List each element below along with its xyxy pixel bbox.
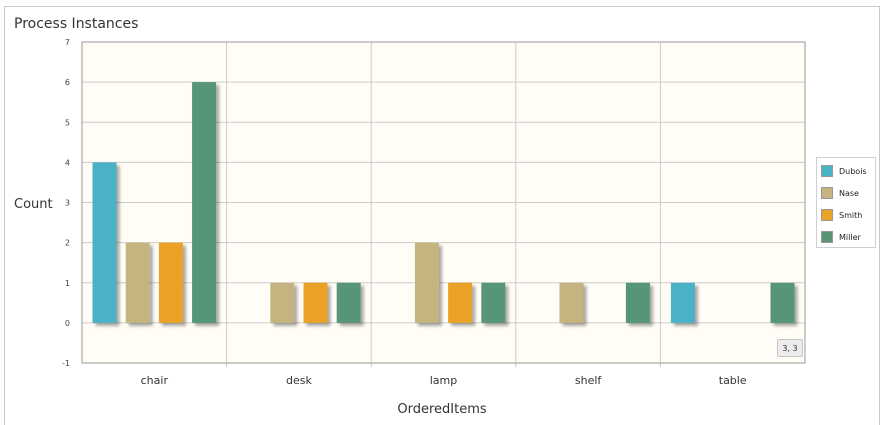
legend-label: Smith (839, 210, 863, 220)
panel-title: Process Instances (14, 16, 139, 32)
bar-nase-desk[interactable] (270, 282, 295, 323)
x-tick-label: chair (141, 374, 169, 387)
chart-panel (4, 6, 880, 425)
y-tick-labels: -1 0 1 2 3 4 5 6 7 (62, 38, 70, 368)
legend-item-nase[interactable]: Nase (821, 186, 859, 200)
y-tick-label: 7 (65, 38, 70, 47)
legend-swatch (821, 165, 833, 177)
bar-smith-lamp[interactable] (448, 282, 473, 323)
legend-label: Nase (839, 188, 859, 198)
y-tick-label: 1 (65, 279, 70, 288)
legend-swatch (821, 209, 833, 221)
y-axis-label: Count (14, 197, 53, 212)
bar-dubois-chair[interactable] (92, 162, 117, 323)
y-tick-label: 4 (65, 158, 70, 167)
y-tick-label: 2 (65, 239, 70, 248)
chart-legend: Dubois Nase Smith Miller (816, 157, 876, 248)
bar-miller-chair[interactable] (192, 82, 217, 323)
bar-miller-desk[interactable] (336, 282, 361, 323)
bar-nase-shelf[interactable] (559, 282, 584, 323)
y-tick-label: 3 (65, 199, 70, 208)
legend-item-miller[interactable]: Miller (821, 230, 861, 244)
y-tick-label: 5 (65, 118, 70, 127)
bars-group (92, 82, 795, 323)
point-tooltip: 3, 3 (777, 339, 803, 357)
x-tick-label: lamp (430, 374, 458, 387)
bar-dubois-table[interactable] (670, 282, 695, 323)
legend-label: Dubois (839, 166, 867, 176)
bar-smith-chair[interactable] (158, 242, 183, 323)
x-tick-labels: chair desk lamp shelf table (141, 374, 747, 387)
x-tick-label: table (719, 374, 747, 387)
y-tick-label: 6 (65, 78, 70, 87)
bar-miller-lamp[interactable] (481, 282, 506, 323)
legend-item-dubois[interactable]: Dubois (821, 164, 867, 178)
x-tick-label: shelf (575, 374, 603, 387)
bar-smith-desk[interactable] (303, 282, 328, 323)
x-tick-label: desk (286, 374, 312, 387)
legend-item-smith[interactable]: Smith (821, 208, 862, 222)
y-tick-label: -1 (62, 359, 70, 368)
legend-swatch (821, 187, 833, 199)
bar-nase-lamp[interactable] (414, 242, 439, 323)
bar-nase-chair[interactable] (125, 242, 150, 323)
legend-swatch (821, 231, 833, 243)
legend-label: Miller (839, 232, 861, 242)
bar-miller-shelf[interactable] (625, 282, 650, 323)
plot-border (81, 41, 806, 364)
x-axis-label: OrderedItems (397, 402, 487, 417)
y-tick-label: 0 (65, 319, 70, 328)
bar-miller-table[interactable] (770, 282, 795, 323)
